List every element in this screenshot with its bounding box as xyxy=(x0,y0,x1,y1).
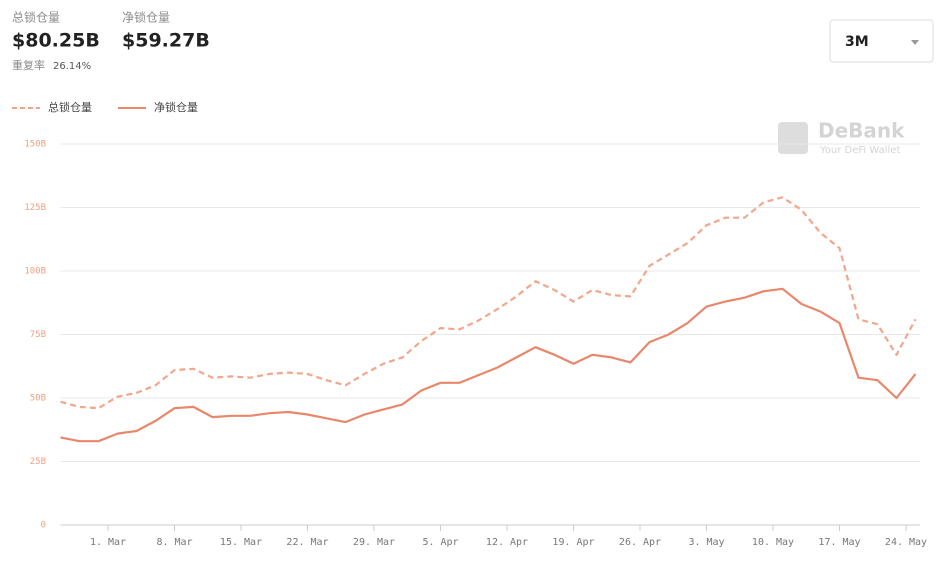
x-tick-label: 5. Apr xyxy=(422,537,458,548)
x-tick-label: 22. Mar xyxy=(286,537,328,548)
y-tick-label: 75B xyxy=(30,330,46,340)
x-tick-label: 12. Apr xyxy=(486,537,528,548)
dup-value: 26.14% xyxy=(53,61,91,72)
dropdown-value[interactable]: 3M xyxy=(845,34,869,50)
watermark-logo xyxy=(778,122,808,154)
y-tick-label: 125B xyxy=(24,203,46,213)
dropdown-box[interactable] xyxy=(829,19,934,63)
x-tick-label: 19. Apr xyxy=(552,537,594,548)
legend-label: 净锁仓量 xyxy=(154,100,198,114)
x-tick-label: 26. Apr xyxy=(619,537,661,548)
y-tick-label: 50B xyxy=(30,394,46,404)
watermark-brand: DeBank xyxy=(818,119,905,143)
dup-label: 重复率 xyxy=(12,58,45,72)
dropdown-caret[interactable] xyxy=(911,40,919,45)
x-tick-label: 8. Mar xyxy=(156,537,192,548)
x-tick-label: 29. Mar xyxy=(353,537,395,548)
watermark: DeBank Your DeFi Wallet xyxy=(778,119,905,156)
y-tick-label: 25B xyxy=(30,457,46,467)
total-value: $80.25B xyxy=(12,30,100,52)
y-tick-label: 0 xyxy=(41,521,46,531)
x-tick-label: 17. May xyxy=(818,537,860,548)
total-label: 总锁仓量 xyxy=(12,10,60,25)
range-dropdown[interactable]: 3M xyxy=(829,19,934,63)
x-tick-label: 3. May xyxy=(688,537,724,548)
x-tick-label: 10. May xyxy=(752,537,794,548)
x-tick-label: 1. Mar xyxy=(90,537,126,548)
net-value: $59.27B xyxy=(122,30,210,52)
x-tick-label: 15. Mar xyxy=(220,537,262,548)
watermark-tagline: Your DeFi Wallet xyxy=(819,145,900,156)
series-line xyxy=(60,287,917,443)
y-tick-label: 100B xyxy=(24,267,46,277)
x-tick-label: 24. May xyxy=(885,537,927,548)
series-line xyxy=(60,196,917,410)
net-label: 净锁仓量 xyxy=(122,10,170,25)
legend-label: 总锁仓量 xyxy=(48,100,92,114)
y-tick-label: 150B xyxy=(24,140,46,150)
